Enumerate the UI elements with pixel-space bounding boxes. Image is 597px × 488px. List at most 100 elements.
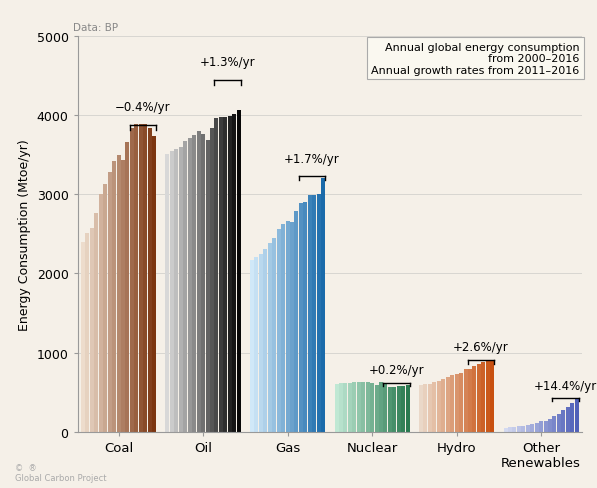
- Bar: [490, 360, 494, 432]
- Bar: [290, 223, 294, 432]
- Bar: [544, 421, 547, 432]
- Bar: [312, 196, 316, 432]
- Bar: [406, 385, 410, 432]
- Bar: [423, 384, 427, 432]
- Bar: [103, 184, 107, 432]
- Bar: [147, 128, 152, 432]
- Bar: [459, 373, 463, 432]
- Bar: [348, 384, 352, 432]
- Bar: [530, 424, 534, 432]
- Bar: [236, 111, 241, 432]
- Bar: [503, 427, 507, 432]
- Bar: [317, 195, 321, 432]
- Bar: [370, 383, 374, 432]
- Bar: [272, 238, 276, 432]
- Bar: [281, 225, 285, 432]
- Text: +0.2%/yr: +0.2%/yr: [369, 363, 424, 376]
- Bar: [125, 142, 130, 432]
- Bar: [575, 399, 578, 432]
- Bar: [521, 426, 525, 432]
- Text: +1.3%/yr: +1.3%/yr: [200, 56, 256, 69]
- Bar: [539, 422, 543, 432]
- Bar: [112, 162, 116, 432]
- Bar: [227, 117, 232, 432]
- Bar: [85, 234, 90, 432]
- Bar: [299, 204, 303, 432]
- Bar: [81, 242, 85, 432]
- Bar: [99, 195, 103, 432]
- Text: Annual global energy consumption
from 2000–2016
Annual growth rates from 2011–20: Annual global energy consumption from 20…: [371, 42, 580, 76]
- Bar: [259, 254, 263, 432]
- Bar: [397, 386, 401, 432]
- Bar: [294, 212, 298, 432]
- Bar: [374, 386, 378, 432]
- Bar: [192, 136, 196, 432]
- Bar: [107, 172, 112, 432]
- Text: ©  ®
Global Carbon Project: © ® Global Carbon Project: [15, 463, 106, 482]
- Bar: [357, 383, 361, 432]
- Bar: [339, 383, 343, 432]
- Bar: [205, 141, 210, 432]
- Bar: [468, 369, 472, 432]
- Bar: [526, 425, 530, 432]
- Bar: [455, 374, 458, 432]
- Bar: [90, 228, 94, 432]
- Bar: [196, 132, 201, 432]
- Bar: [285, 222, 290, 432]
- Bar: [566, 407, 570, 432]
- Bar: [121, 161, 125, 432]
- Bar: [94, 214, 99, 432]
- Bar: [477, 364, 481, 432]
- Bar: [552, 416, 556, 432]
- Bar: [321, 179, 325, 432]
- Bar: [276, 229, 281, 432]
- Bar: [548, 419, 552, 432]
- Bar: [334, 385, 338, 432]
- Text: +14.4%/yr: +14.4%/yr: [534, 379, 597, 392]
- Bar: [481, 363, 485, 432]
- Bar: [388, 387, 392, 432]
- Bar: [441, 379, 445, 432]
- Bar: [183, 142, 187, 432]
- Bar: [232, 114, 236, 432]
- Bar: [535, 423, 538, 432]
- Bar: [165, 155, 170, 432]
- Bar: [557, 414, 561, 432]
- Bar: [139, 125, 143, 432]
- Bar: [508, 427, 512, 432]
- Bar: [219, 118, 223, 432]
- Bar: [472, 366, 476, 432]
- Bar: [379, 383, 383, 432]
- Bar: [187, 139, 192, 432]
- Bar: [134, 125, 139, 432]
- Bar: [143, 125, 147, 432]
- Bar: [486, 361, 490, 432]
- Text: Data: BP: Data: BP: [73, 22, 118, 33]
- Bar: [446, 377, 450, 432]
- Bar: [517, 427, 521, 432]
- Bar: [174, 150, 179, 432]
- Bar: [254, 257, 259, 432]
- Bar: [561, 410, 565, 432]
- Bar: [352, 383, 356, 432]
- Bar: [130, 128, 134, 432]
- Bar: [116, 156, 121, 432]
- Bar: [303, 203, 307, 432]
- Bar: [450, 375, 454, 432]
- Bar: [512, 427, 516, 432]
- Bar: [392, 387, 396, 432]
- Bar: [365, 383, 370, 432]
- Bar: [432, 382, 436, 432]
- Bar: [170, 152, 174, 432]
- Bar: [210, 129, 214, 432]
- Bar: [223, 118, 227, 432]
- Bar: [361, 382, 365, 432]
- Text: −0.4%/yr: −0.4%/yr: [115, 101, 171, 114]
- Bar: [570, 403, 574, 432]
- Bar: [263, 249, 267, 432]
- Bar: [419, 385, 423, 432]
- Bar: [179, 148, 183, 432]
- Y-axis label: Energy Consumption (Mtoe/yr): Energy Consumption (Mtoe/yr): [18, 139, 31, 330]
- Text: +1.7%/yr: +1.7%/yr: [284, 152, 340, 165]
- Bar: [383, 385, 387, 432]
